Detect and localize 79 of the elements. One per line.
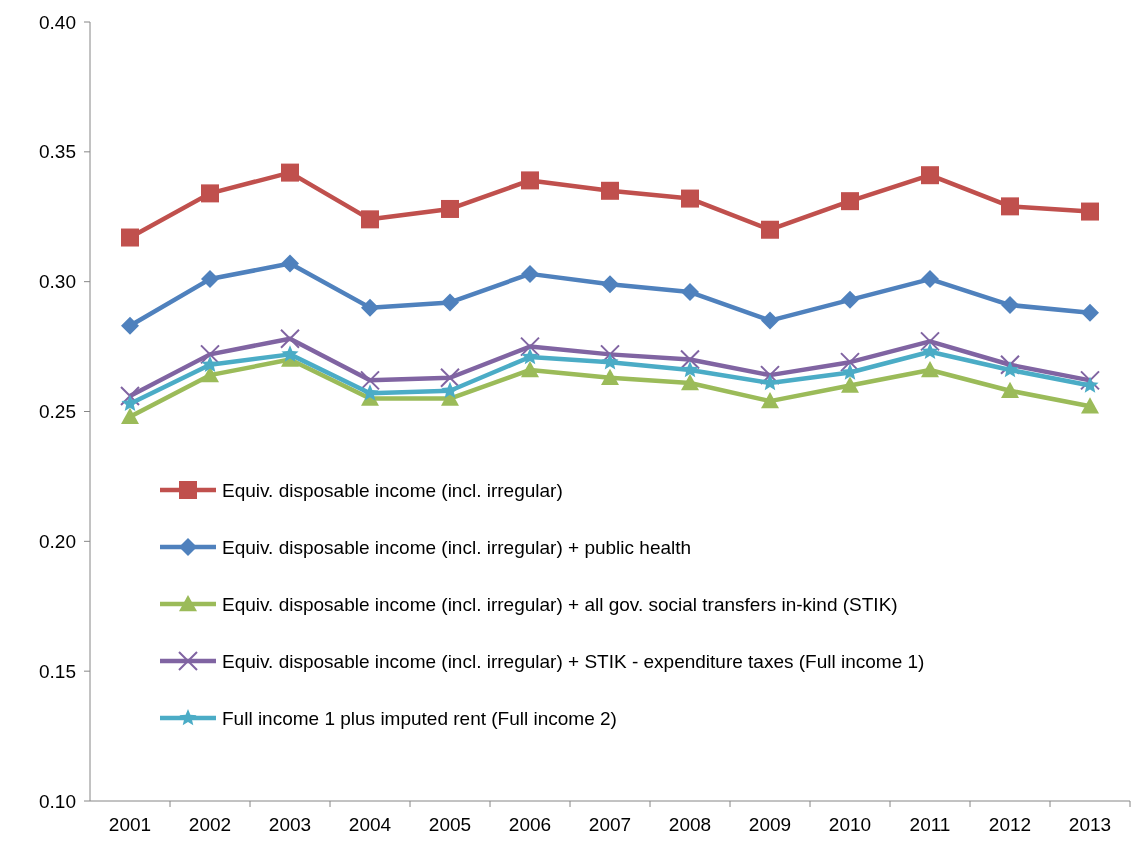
point: [920, 331, 940, 352]
point: [1081, 303, 1099, 322]
point: [841, 192, 859, 211]
point: [360, 370, 380, 391]
point: [201, 355, 219, 373]
point: [441, 199, 459, 218]
point: [761, 220, 779, 239]
point: [200, 344, 220, 365]
point: [681, 360, 699, 378]
point: [1001, 197, 1019, 216]
point: [921, 166, 939, 185]
x-tick-label: 2004: [348, 814, 392, 835]
legend-label: Equiv. disposable income (incl. irregular): [222, 479, 563, 501]
point: [121, 316, 139, 335]
point: [761, 311, 779, 330]
y-tick-label: 0.30: [39, 271, 76, 293]
point: [440, 367, 460, 388]
point: [601, 275, 619, 294]
point: [680, 349, 700, 370]
point: [841, 290, 859, 309]
point: [281, 254, 299, 273]
x-tick-label: 2012: [988, 814, 1032, 835]
y-tick-label: 0.20: [39, 530, 76, 552]
point: [280, 328, 300, 349]
x-tick-label: 2006: [508, 814, 552, 835]
x-tick-label: 2011: [909, 814, 951, 835]
point: [681, 283, 699, 302]
point: [281, 345, 299, 362]
x-tick-label: 2009: [748, 814, 792, 835]
y-tick-label: 0.40: [39, 11, 76, 33]
point: [201, 184, 219, 203]
point: [681, 373, 699, 391]
point: [521, 347, 539, 365]
point: [601, 368, 619, 385]
point: [841, 376, 859, 393]
point: [1080, 370, 1100, 391]
point: [921, 270, 939, 289]
point: [1081, 202, 1099, 221]
point: [361, 210, 379, 229]
point: [601, 181, 619, 200]
point: [361, 384, 379, 401]
point: [281, 163, 299, 182]
y-tick-label: 0.10: [39, 790, 76, 812]
legend-label: Equiv. disposable income (incl. irregular) + all gov. social transfers in-kind (STIK): [222, 593, 898, 615]
x-tick-label: 2002: [188, 814, 232, 835]
x-tick-label: 2001: [108, 814, 152, 835]
point: [921, 360, 939, 378]
point: [521, 264, 539, 283]
y-tick-label: 0.15: [39, 660, 76, 682]
point: [1081, 397, 1099, 414]
x-tick-label: 2013: [1068, 814, 1112, 835]
point: [1001, 296, 1019, 315]
point: [601, 353, 619, 370]
x-tick-label: 2003: [268, 814, 312, 835]
point: [121, 228, 139, 247]
point: [520, 336, 540, 357]
point: [681, 189, 699, 208]
x-tick-label: 2008: [668, 814, 712, 835]
point: [840, 352, 860, 373]
y-tick-label: 0.35: [39, 141, 76, 163]
point: [521, 360, 539, 378]
x-tick-label: 2010: [828, 814, 872, 835]
point: [361, 298, 379, 317]
point: [921, 342, 939, 360]
point: [761, 392, 779, 409]
point: [201, 270, 219, 289]
legend-label: Equiv. disposable income (incl. irregular) + public health: [222, 536, 692, 558]
legend-label: Full income 1 plus imputed rent (Full income 2): [222, 707, 617, 729]
x-tick-label: 2005: [428, 814, 472, 835]
point: [1001, 381, 1019, 398]
point: [201, 366, 219, 383]
point: [120, 385, 140, 406]
point: [521, 171, 539, 190]
legend-label: Equiv. disposable income (incl. irregular) + STIK - expenditure taxes (Full income 1): [222, 650, 925, 672]
point: [441, 293, 459, 312]
x-tick-label: 2007: [588, 814, 632, 835]
point: [121, 407, 139, 424]
y-tick-label: 0.25: [39, 401, 76, 423]
point: [760, 365, 780, 386]
